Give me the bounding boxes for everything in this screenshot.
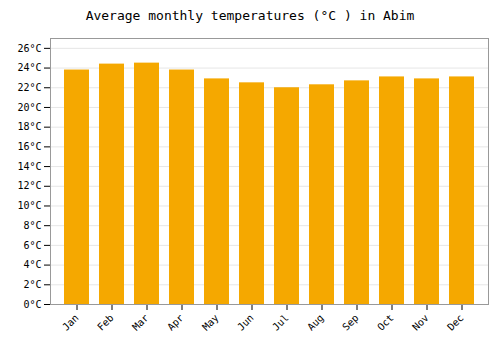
html-text:Average monthly temperatures (: Average monthly temperatures (°C ) in Ab… <box>85 8 415 23</box>
svg-text:14°C: 14°C <box>17 161 41 172</box>
svg-text:Aug: Aug <box>305 312 326 333</box>
svg-text:Feb: Feb <box>95 312 116 333</box>
svg-text:May: May <box>200 312 221 333</box>
svg-text:24°C: 24°C <box>17 62 41 73</box>
svg-text:Sep: Sep <box>340 312 361 333</box>
svg-text:10°C: 10°C <box>17 200 41 211</box>
svg-text:Apr: Apr <box>165 312 186 333</box>
svg-text:12°C: 12°C <box>17 180 41 191</box>
svg-text:Mar: Mar <box>130 312 151 333</box>
svg-text:6°C: 6°C <box>23 240 41 251</box>
svg-text:18°C: 18°C <box>17 121 41 132</box>
svg-text:26°C: 26°C <box>17 43 41 54</box>
svg-text:4°C: 4°C <box>23 259 41 270</box>
svg-text:Jun: Jun <box>235 312 256 333</box>
svg-text:16°C: 16°C <box>17 141 41 152</box>
svg-text:Jan: Jan <box>60 312 81 333</box>
svg-text:Nov: Nov <box>410 312 431 333</box>
svg-text:Dec: Dec <box>445 312 466 333</box>
svg-text:22°C: 22°C <box>17 82 41 93</box>
svg-text:8°C: 8°C <box>23 220 41 231</box>
svg-text:20°C: 20°C <box>17 102 41 113</box>
svg-text:Oct: Oct <box>375 312 396 333</box>
svg-text:Jul: Jul <box>270 312 291 333</box>
svg-text:0°C: 0°C <box>23 299 41 310</box>
svg-text:2°C: 2°C <box>23 279 41 290</box>
